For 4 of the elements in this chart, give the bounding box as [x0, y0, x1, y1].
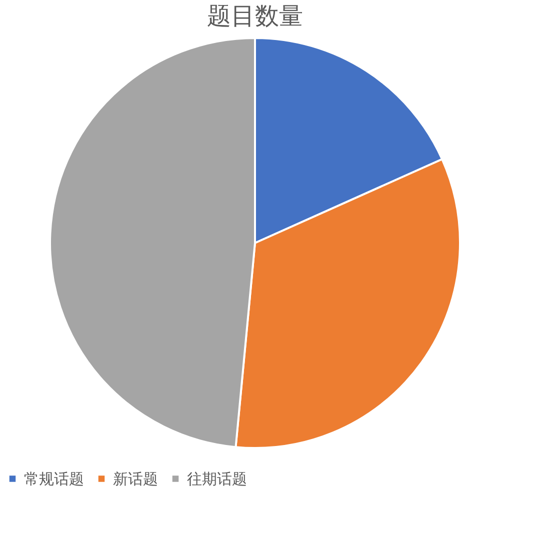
chart-title: 题目数量 [207, 2, 303, 30]
legend-label: 新话题 [113, 470, 158, 488]
legend-label: 往期话题 [187, 470, 247, 488]
legend-label: 常规话题 [24, 470, 84, 488]
